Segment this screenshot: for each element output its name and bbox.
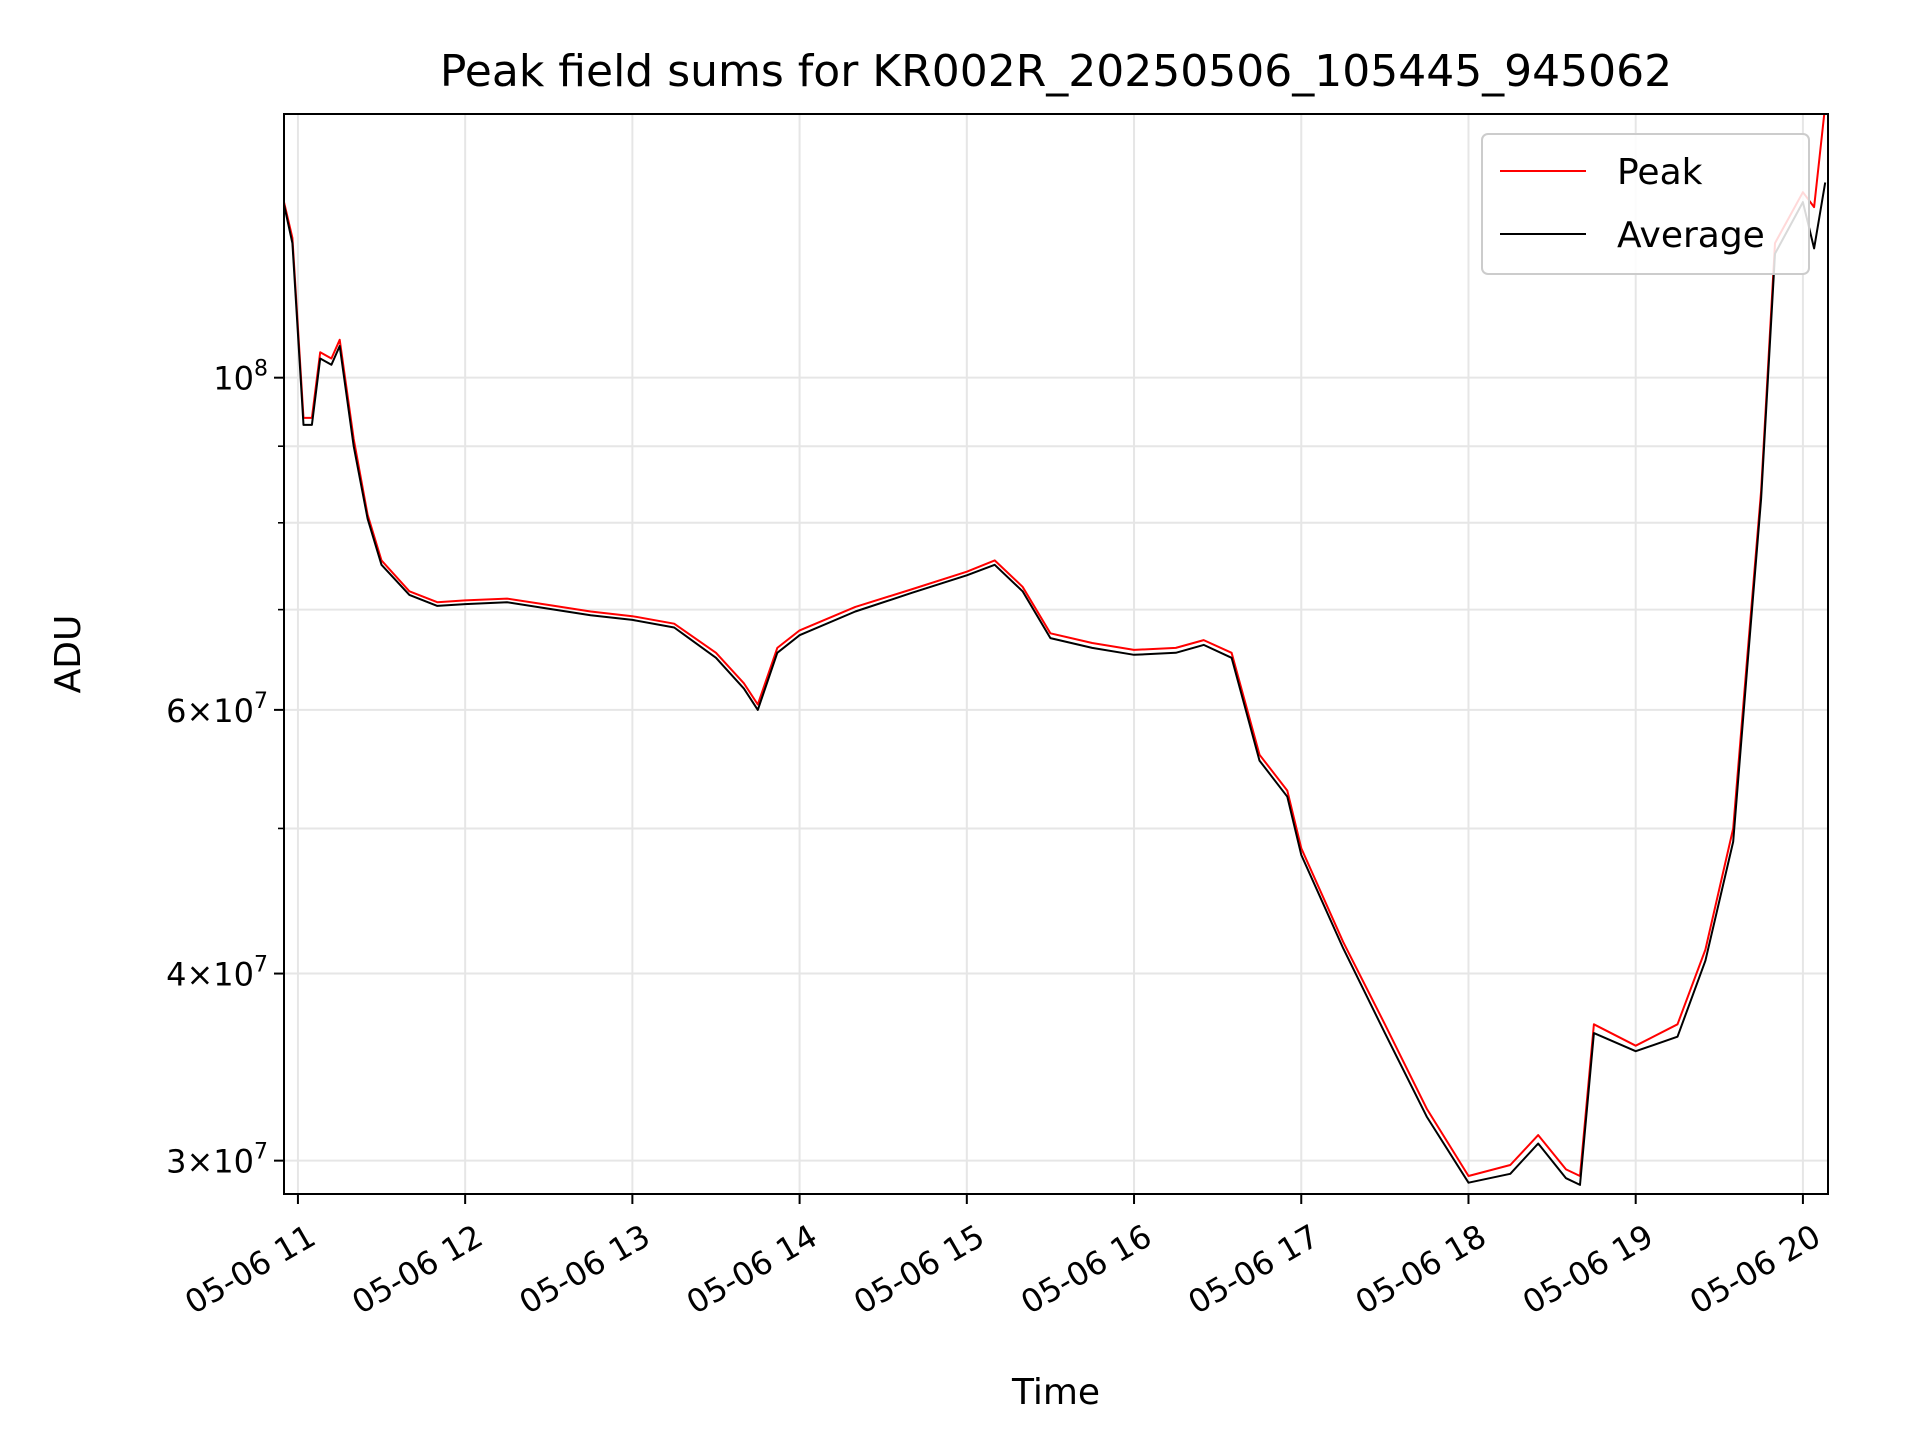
series-line-average — [284, 182, 1827, 1186]
y-tick-label: 3×107 — [166, 1140, 268, 1181]
legend-label-average: Average — [1617, 215, 1765, 256]
legend-label-peak: Peak — [1617, 152, 1703, 193]
y-axis-ticks: 3×107 4×107 6×107 108 — [166, 357, 284, 1181]
y-axis-label: ADU — [48, 615, 89, 694]
series-line-peak — [284, 114, 1826, 1177]
y-tick-label: 6×107 — [166, 689, 268, 730]
plot-frame — [283, 113, 1829, 1195]
y-tick-label: 4×107 — [166, 953, 268, 994]
grid-lines — [284, 114, 1828, 1194]
legend: Peak Average — [1481, 133, 1810, 275]
y-tick-label: 108 — [213, 357, 268, 398]
x-axis-label: Time — [1011, 1372, 1100, 1413]
legend-box — [1481, 133, 1810, 275]
plot-series — [284, 114, 1827, 1186]
chart-title: Peak field sums for KR002R_20250506_1054… — [440, 46, 1672, 97]
